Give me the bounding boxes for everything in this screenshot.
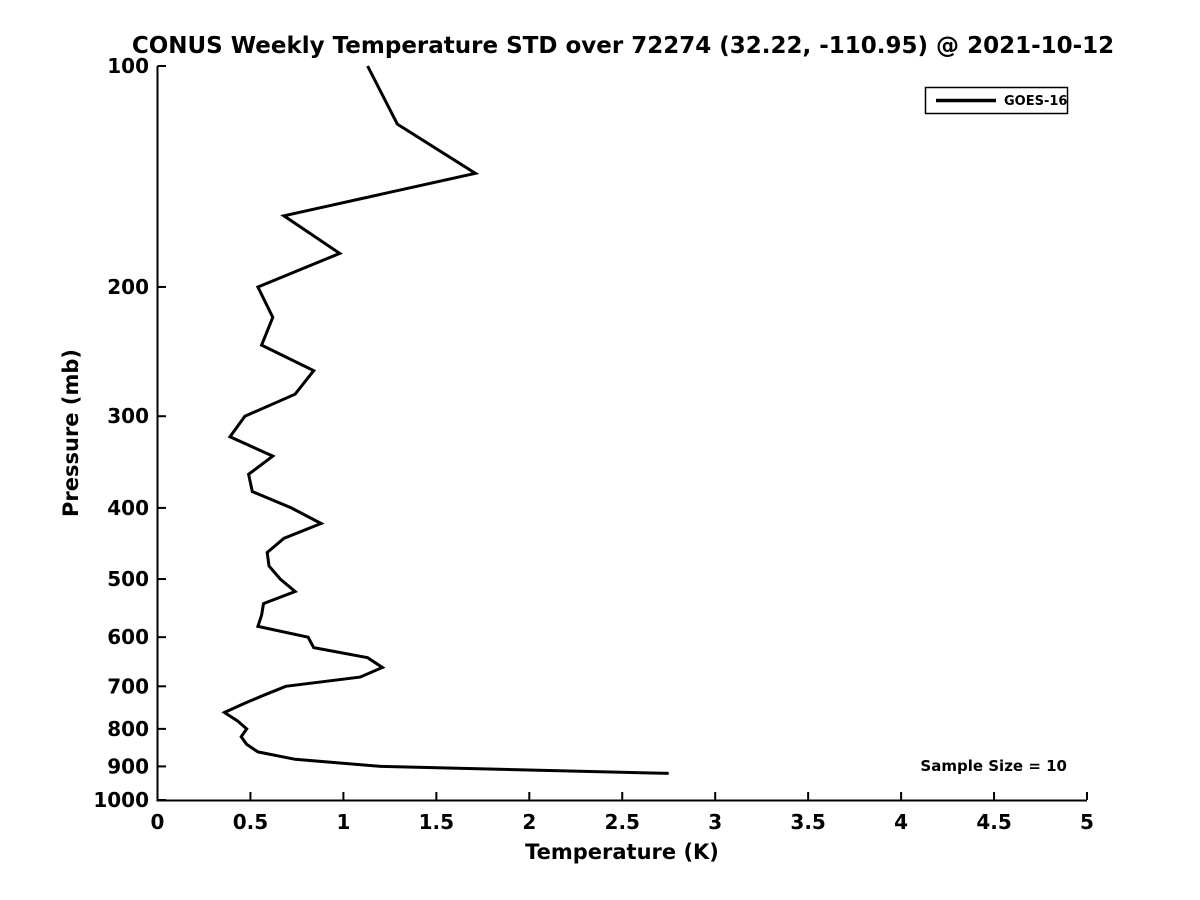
y-axis-ticks: 100 200 300 400 500 600 700 800 900 1000 — [93, 54, 166, 812]
y-tick-label: 800 — [107, 717, 149, 741]
y-tick-label: 500 — [107, 567, 149, 591]
goes16-series-line — [221, 65, 669, 775]
y-tick-label: 700 — [107, 674, 149, 698]
axes-spines — [156, 66, 1087, 802]
y-tick-label: 300 — [107, 404, 149, 428]
y-tick-label: 600 — [107, 625, 149, 649]
y-tick-label: 1000 — [93, 788, 149, 812]
legend-entry-goes16: GOES-16 — [1004, 94, 1067, 109]
y-tick-label: 100 — [107, 54, 149, 78]
chart-title: CONUS Weekly Temperature STD over 72274 … — [132, 33, 1114, 59]
x-tick-label: 1 — [336, 810, 350, 834]
x-tick-label: 2 — [522, 810, 536, 834]
x-tick-label: 4 — [894, 810, 908, 834]
x-axis-label: Temperature (K) — [525, 840, 719, 864]
x-tick-label: 2.5 — [605, 810, 640, 834]
y-tick-label: 200 — [107, 275, 149, 299]
y-tick-label: 900 — [107, 754, 149, 778]
x-axis-ticks: 0 0.5 1 1.5 2 2.5 3 3.5 4 4.5 5 — [151, 792, 1094, 834]
x-tick-label: 3.5 — [790, 810, 825, 834]
x-tick-label: 5 — [1080, 810, 1094, 834]
y-axis-label: Pressure (mb) — [59, 349, 83, 517]
sample-size-annotation: Sample Size = 10 — [920, 757, 1067, 775]
x-tick-label: 0.5 — [233, 810, 268, 834]
x-tick-label: 0 — [151, 810, 165, 834]
legend: GOES-16 — [924, 86, 1069, 115]
x-tick-label: 1.5 — [419, 810, 454, 834]
x-tick-label: 4.5 — [976, 810, 1011, 834]
x-tick-label: 3 — [708, 810, 722, 834]
y-tick-label: 400 — [107, 496, 149, 520]
